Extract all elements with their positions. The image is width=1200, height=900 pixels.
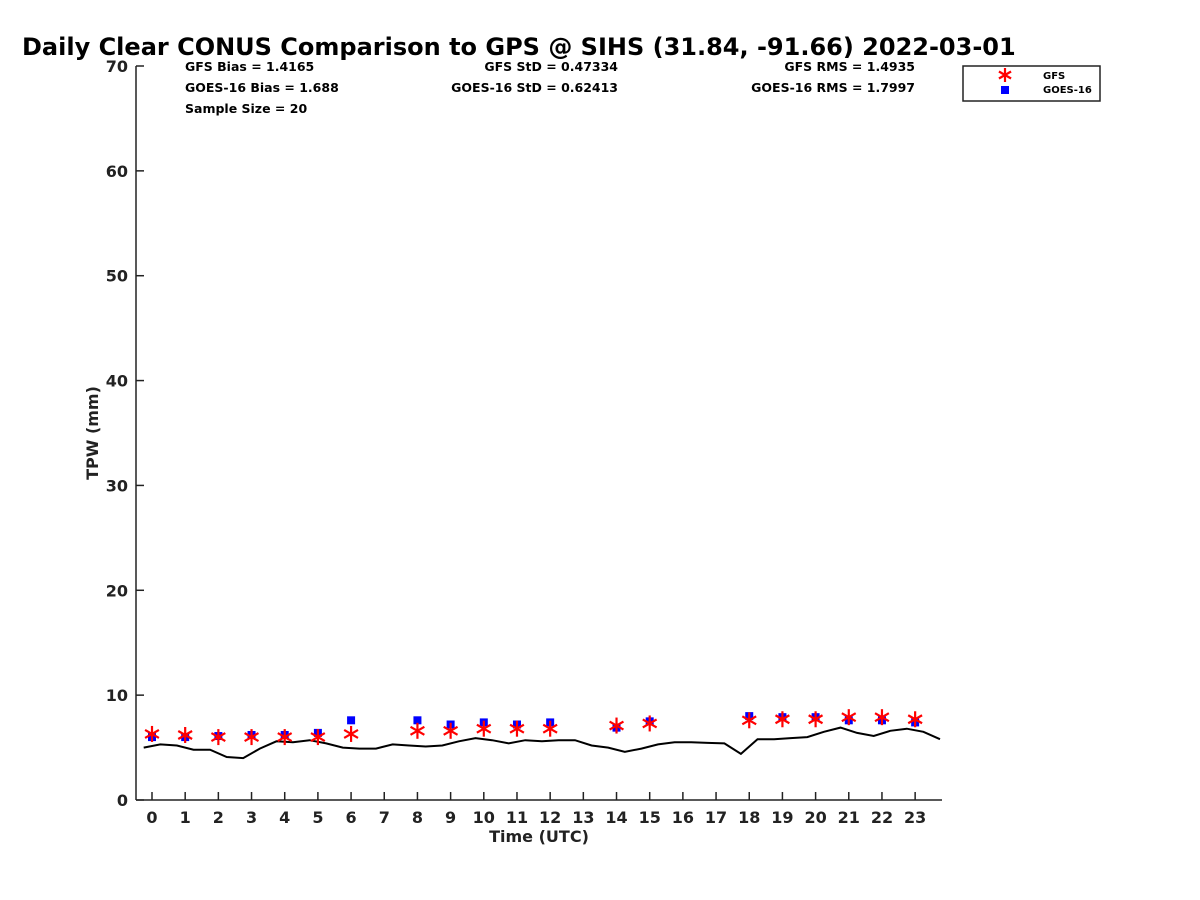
gps-line [143,726,941,760]
x-tick-label: 2 [213,808,224,827]
x-tick-label: 3 [246,808,257,827]
gfs-point [210,729,226,746]
legend-gfs-marker [998,68,1012,82]
gfs-point [542,720,558,737]
y-tick-label: 10 [106,686,128,705]
legend-goes16-label: GOES-16 [1043,85,1092,96]
gfs-point [642,715,658,732]
legend-goes16-marker [1001,86,1009,94]
gfs-point [177,726,193,743]
x-tick-label: 17 [705,808,727,827]
x-tick-label: 14 [605,808,627,827]
gfs-point [841,709,857,726]
x-tick-label: 4 [279,808,290,827]
stat-gfs-std: GFS StD = 0.47334 [484,59,618,74]
chart-title: Daily Clear CONUS Comparison to GPS @ SI… [22,33,1016,61]
y-axis-label: TPW (mm) [83,386,102,480]
x-tick-label: 6 [346,808,357,827]
stat-gfs-rms: GFS RMS = 1.4935 [784,59,915,74]
gfs-point [409,722,425,739]
x-tick-label: 13 [572,808,594,827]
y-ticks: 0 10 20 30 40 50 60 70 [106,57,144,810]
x-tick-label: 5 [312,808,323,827]
x-tick-label: 7 [379,808,390,827]
x-tick-label: 15 [639,808,661,827]
x-tick-label: 11 [506,808,528,827]
x-tick-label: 23 [904,808,926,827]
x-tick-label: 22 [871,808,893,827]
gfs-point [310,729,326,746]
gfs-point [874,709,890,726]
stat-goes-std: GOES-16 StD = 0.62413 [451,80,618,95]
y-tick-label: 70 [106,57,128,76]
x-ticks: 0 1 2 3 4 5 6 7 8 9 10 11 12 13 14 15 16 17 18 19 20 21 22 23 [146,792,926,827]
x-tick-label: 18 [738,808,760,827]
legend-box [962,65,1101,102]
axes [135,66,942,801]
gfs-point [741,712,757,729]
gfs-point [343,725,359,742]
legend: GFS GOES-16 [962,65,1101,102]
goes16-point [347,716,356,725]
y-tick-label: 50 [106,267,128,286]
legend-gfs-asterisk [998,68,1012,82]
gfs-point [443,722,459,739]
gfs-point [509,720,525,737]
stats-block: GFS Bias = 1.4165 GOES-16 Bias = 1.688 S… [185,59,915,116]
legend-gfs-label: GFS [1043,71,1065,82]
x-tick-label: 19 [771,808,793,827]
y-tick-label: 60 [106,162,128,181]
y-tick-label: 20 [106,581,128,600]
y-tick-label: 0 [117,791,128,810]
x-tick-label: 8 [412,808,423,827]
x-tick-label: 10 [473,808,495,827]
gfs-point [907,711,923,728]
gfs-point [277,729,293,746]
gfs-point [609,717,624,734]
gfs-series [144,709,923,746]
x-axis-label: Time (UTC) [489,827,589,846]
gfs-point [808,711,824,728]
stat-gfs-bias: GFS Bias = 1.4165 [185,59,314,74]
gfs-point [144,725,160,742]
x-tick-label: 0 [146,808,157,827]
stat-sample-size: Sample Size = 20 [185,101,307,116]
x-tick-label: 16 [672,808,694,827]
gfs-point [774,711,790,728]
gps-series [143,726,941,760]
y-tick-label: 40 [106,372,128,391]
x-tick-label: 9 [445,808,456,827]
stat-goes-bias: GOES-16 Bias = 1.688 [185,80,339,95]
x-tick-label: 12 [539,808,561,827]
gfs-point [476,720,492,737]
stat-goes-rms: GOES-16 RMS = 1.7997 [751,80,915,95]
gfs-point [244,729,260,746]
x-tick-label: 20 [804,808,826,827]
x-tick-label: 1 [180,808,191,827]
goes16-point [413,716,422,725]
x-tick-label: 21 [838,808,860,827]
y-tick-label: 30 [106,476,128,495]
